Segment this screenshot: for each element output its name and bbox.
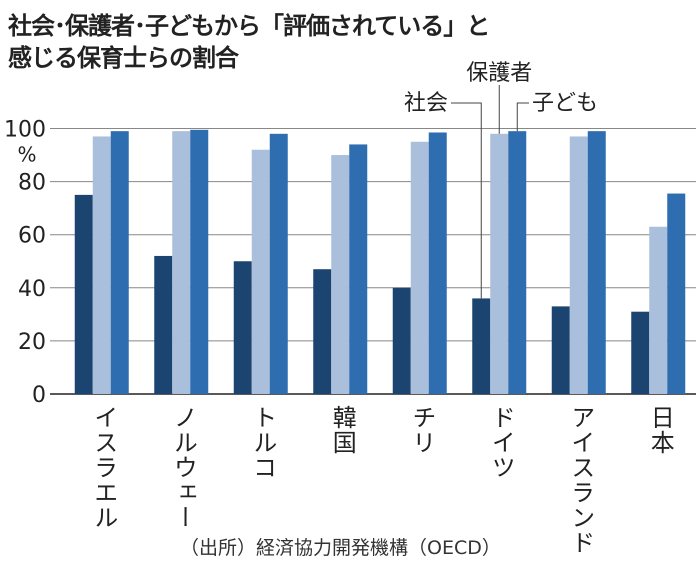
bar-子ども-チリ: [428, 132, 447, 395]
bar-子ども-日本: [667, 193, 686, 394]
legend-leader-line: [516, 102, 529, 132]
bar-社会-トルコ: [233, 261, 252, 394]
y-tick-label: 20: [18, 330, 46, 355]
bar-子ども-アイスランド: [587, 131, 606, 394]
source-note: （出所）経済協力開発機構（OECD）: [180, 537, 501, 559]
y-axis-unit: %: [17, 143, 36, 167]
bar-保護者-韓国: [331, 155, 350, 394]
bar-社会-韓国: [313, 269, 332, 394]
y-tick-label: 60: [18, 224, 46, 249]
x-tick-label: 日本: [646, 405, 675, 455]
bar-子ども-トルコ: [269, 133, 288, 394]
y-tick-label: 0: [32, 383, 46, 408]
bar-社会-チリ: [392, 287, 411, 394]
x-tick-label: 韓国: [328, 405, 357, 455]
x-tick-label: トルコ: [248, 405, 277, 480]
bar-社会-日本: [631, 311, 650, 394]
bar-子ども-韓国: [349, 144, 368, 394]
legend-leader-line: [451, 102, 482, 299]
bar-保護者-アイスランド: [569, 136, 588, 394]
legend-label-society: 社会: [404, 91, 448, 116]
bar-子ども-ドイツ: [508, 131, 527, 394]
bar-保護者-チリ: [410, 141, 429, 394]
x-tick-label: アイスランド: [566, 405, 595, 555]
bar-保護者-トルコ: [251, 149, 270, 394]
bar-子ども-イスラエル: [110, 131, 129, 394]
bar-社会-ドイツ: [472, 298, 491, 394]
bar-保護者-日本: [649, 226, 668, 394]
bar-社会-イスラエル: [74, 194, 93, 394]
bar-子ども-ノルウェー: [190, 129, 209, 394]
x-tick-label: イスラエル: [89, 405, 118, 530]
x-tick-label: チリ: [407, 405, 436, 455]
legend-label-children: 子ども: [532, 91, 598, 116]
bar-保護者-ノルウェー: [172, 131, 191, 394]
x-tick-label: ドイツ: [487, 405, 516, 480]
bar-保護者-ドイツ: [490, 133, 509, 394]
y-tick-label: 40: [18, 277, 46, 302]
y-tick-label: 80: [18, 171, 46, 196]
bar-社会-ノルウェー: [154, 255, 173, 394]
x-tick-label: ノルウェー: [169, 405, 198, 530]
bar-社会-アイスランド: [551, 306, 570, 394]
legend-label-parents: 保護者: [466, 61, 532, 86]
y-tick-label: 100: [4, 118, 46, 143]
chart-title-line-2: 感じる保育士らの割合: [8, 44, 239, 72]
chart-title-line-1: 社会･保護者･子どもから「評価されている」と: [8, 12, 490, 40]
bar-保護者-イスラエル: [92, 136, 111, 394]
